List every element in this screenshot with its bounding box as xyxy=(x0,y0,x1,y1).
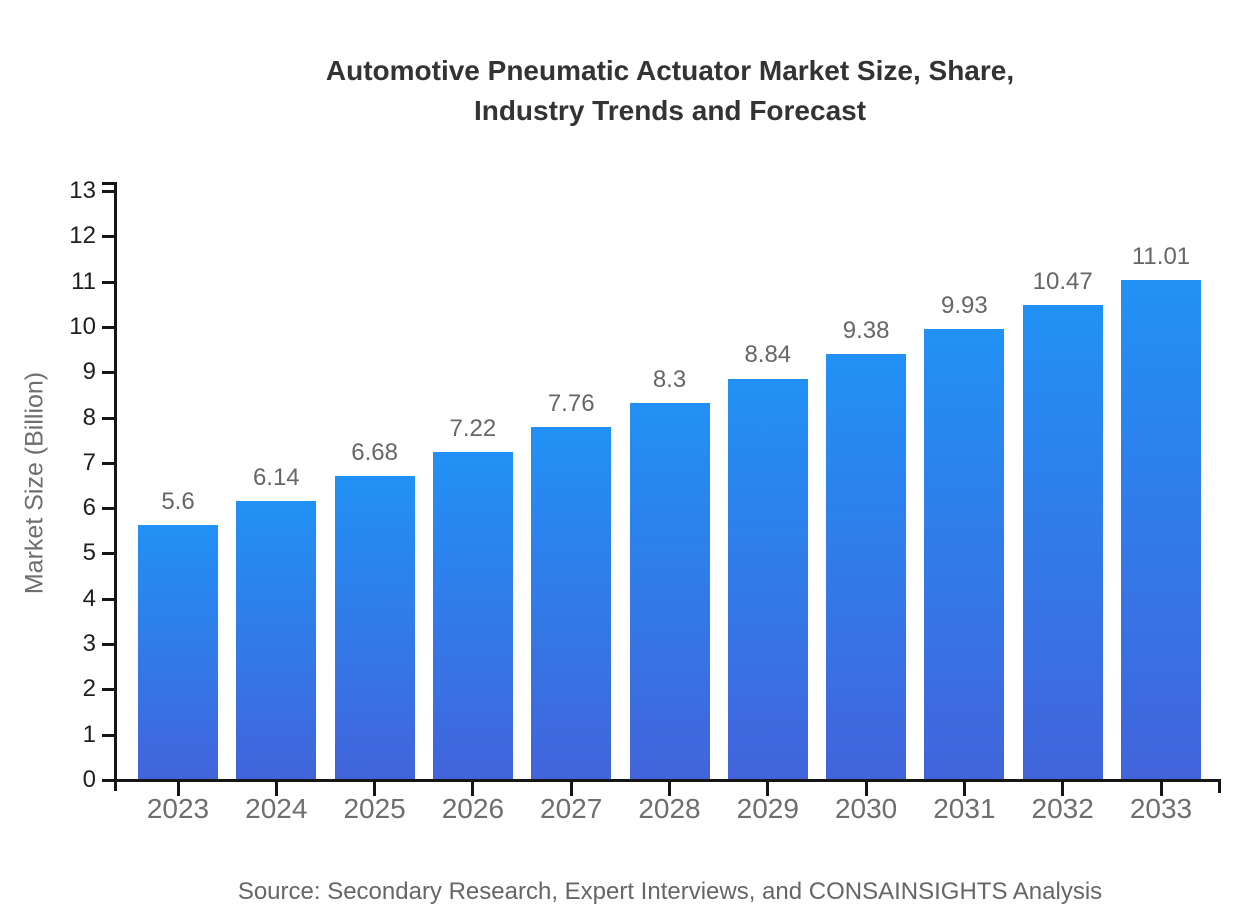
x-tick-label: 2028 xyxy=(638,793,701,824)
bar-2023 xyxy=(138,525,218,779)
chart-title-line-2: Industry Trends and Forecast xyxy=(473,95,867,126)
y-tick xyxy=(102,281,116,284)
x-tick-label: 2030 xyxy=(834,793,898,824)
bar-2026 xyxy=(432,451,513,779)
bar-value-label: 10.47 xyxy=(1032,267,1093,295)
y-tick-label: 8 xyxy=(82,404,96,431)
x-tick xyxy=(864,779,868,796)
source-note: Source: Secondary Research, Expert Inter… xyxy=(237,878,1103,905)
y-tick-label: 7 xyxy=(82,449,96,476)
y-tick xyxy=(102,235,116,238)
x-tick-label: 2029 xyxy=(736,793,799,824)
y-tick xyxy=(102,462,116,465)
y-tick-label: 1 xyxy=(82,721,96,748)
bar-2030 xyxy=(826,354,907,779)
y-tick-label: 5 xyxy=(82,539,96,566)
x-tick xyxy=(668,779,671,796)
bar-2033 xyxy=(1121,280,1201,779)
y-tick-label: 12 xyxy=(69,222,96,249)
bar-value-label: 7.22 xyxy=(449,414,497,442)
bar-2024 xyxy=(236,500,317,779)
x-tick-label: 2033 xyxy=(1129,793,1193,824)
bar-2032 xyxy=(1022,304,1103,779)
x-tick xyxy=(471,779,475,796)
bar-2029 xyxy=(727,378,808,779)
x-tick-label: 2032 xyxy=(1031,793,1094,824)
y-tick xyxy=(102,734,116,737)
bar-value-label: 8.3 xyxy=(652,365,687,393)
x-tick-label: 2024 xyxy=(245,793,308,824)
x-tick xyxy=(569,779,573,796)
bar-value-label: 7.76 xyxy=(547,390,595,418)
chart-title-line-1: Automotive Pneumatic Actuator Market Siz… xyxy=(325,55,1015,86)
x-tick xyxy=(274,779,278,796)
bar-2031 xyxy=(924,329,1005,779)
bar-2025 xyxy=(334,476,415,779)
y-tick-label: 11 xyxy=(71,268,96,295)
x-axis-line xyxy=(108,779,1221,782)
x-tick-label: 2025 xyxy=(343,793,406,824)
x-tick-label: 2026 xyxy=(441,793,505,824)
y-tick xyxy=(102,552,116,555)
bar-value-label: 5.6 xyxy=(161,488,195,516)
bar-value-label: 11.01 xyxy=(1131,243,1191,271)
bar-2028 xyxy=(629,402,710,779)
y-tick-label: 6 xyxy=(82,494,96,521)
chart-title: Automotive Pneumatic Actuator Market Siz… xyxy=(79,51,1260,131)
y-tick xyxy=(102,190,116,193)
y-tick-label: 10 xyxy=(69,313,96,340)
bar-2027 xyxy=(531,427,612,779)
x-tick-label: 2027 xyxy=(540,793,603,824)
bar-value-label: 6.14 xyxy=(252,463,300,491)
y-tick xyxy=(102,598,116,601)
y-tick-label: 4 xyxy=(82,585,96,612)
bar-value-label: 8.84 xyxy=(744,341,792,369)
y-tick-label: 9 xyxy=(82,358,96,385)
y-tick xyxy=(102,507,116,510)
bar-value-label: 9.38 xyxy=(842,317,890,344)
x-axis-right-cap xyxy=(1218,779,1221,793)
bar-value-label: 9.93 xyxy=(941,292,988,320)
y-tick xyxy=(102,417,116,420)
y-tick-label: 2 xyxy=(82,675,96,702)
bar-value-label: 6.68 xyxy=(351,439,398,467)
y-tick xyxy=(102,326,116,329)
y-tick-label: 3 xyxy=(82,630,96,657)
y-tick-label: 0 xyxy=(82,766,96,793)
x-tick xyxy=(176,779,180,796)
x-tick xyxy=(766,779,770,796)
x-tick xyxy=(1159,779,1163,796)
x-tick xyxy=(1061,779,1065,796)
y-axis-line xyxy=(114,182,117,791)
y-tick xyxy=(102,779,116,782)
y-tick xyxy=(102,643,116,646)
y-axis-top-cap xyxy=(102,182,116,185)
y-tick xyxy=(102,688,116,691)
x-tick-label: 2031 xyxy=(933,793,996,824)
y-tick-label: 13 xyxy=(69,177,96,204)
x-tick xyxy=(962,779,966,796)
y-tick xyxy=(102,371,116,374)
x-tick xyxy=(373,779,377,796)
x-tick-label: 2023 xyxy=(146,793,210,824)
